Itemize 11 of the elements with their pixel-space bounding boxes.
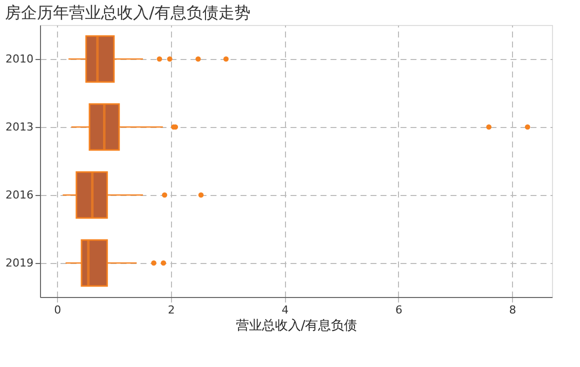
y-tick-label: 2016 (6, 188, 34, 202)
x-tick-label: 0 (54, 304, 62, 316)
y-tick-label: 2010 (6, 52, 34, 66)
x-tick-label: 6 (395, 304, 402, 316)
y-tick-label: 2019 (6, 256, 34, 270)
y-tick-label: 2013 (6, 120, 34, 134)
x-axis-title: 营业总收入/有息负债 (236, 318, 358, 334)
x-tick-label: 8 (509, 304, 516, 316)
chart-title: 房企历年营业总收入/有息负债走势 (5, 3, 250, 22)
x-tick-label: 4 (282, 304, 289, 316)
x-tick-label: 2 (168, 304, 175, 316)
